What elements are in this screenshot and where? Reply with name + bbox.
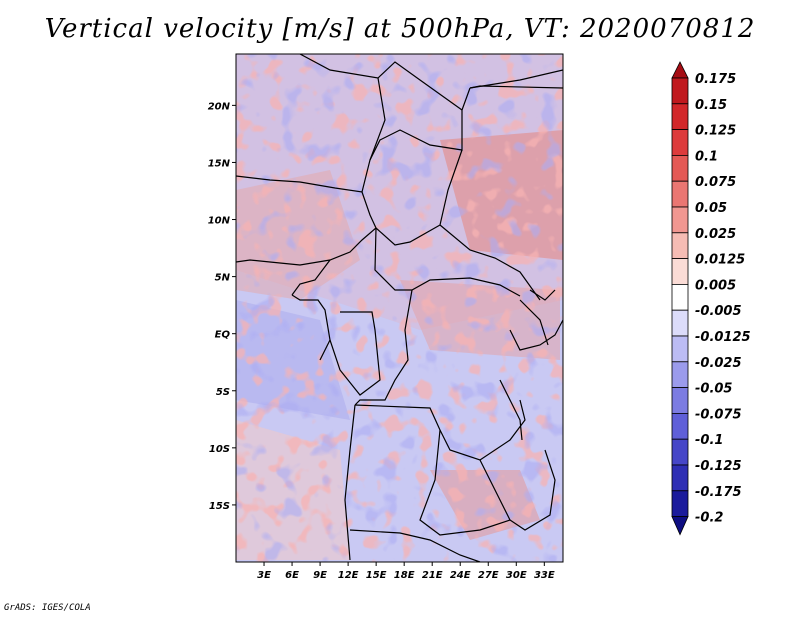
- colorbar-swatch: [671, 464, 689, 492]
- velocity-field: [236, 54, 563, 562]
- colorbar-swatch: [671, 309, 689, 337]
- colorbar-top-arrow: [671, 61, 689, 79]
- colorbar-label: 0.075: [695, 175, 736, 190]
- colorbar-label: -0.175: [695, 485, 742, 500]
- colorbar-label: -0.005: [695, 304, 742, 319]
- colorbar-swatch: [671, 283, 689, 311]
- colorbar-label: -0.0125: [695, 330, 751, 345]
- colorbar-swatch: [671, 387, 689, 414]
- colorbar-swatch: [671, 154, 689, 182]
- x-tick-label: 27E: [478, 570, 499, 581]
- colorbar-label: -0.125: [695, 459, 742, 474]
- colorbar-label: -0.05: [695, 382, 732, 397]
- x-tick-label: 9E: [313, 570, 327, 581]
- colorbar-swatch: [671, 77, 689, 105]
- colorbar-swatch: [671, 412, 689, 440]
- x-tick-label: 3E: [257, 570, 271, 581]
- colorbar-label: 0.025: [695, 227, 736, 242]
- colorbar-swatch: [671, 335, 689, 363]
- colorbar-label: 0.125: [695, 124, 736, 139]
- y-tick-label: 5N: [215, 273, 231, 284]
- colorbar-label: 0.175: [695, 72, 736, 87]
- x-tick-label: 21E: [422, 570, 443, 581]
- colorbar-swatch: [671, 180, 689, 208]
- y-tick-label: EQ: [215, 330, 231, 341]
- colorbar-label: 0.005: [695, 278, 736, 293]
- plot-frame: [235, 53, 564, 563]
- colorbar-label: -0.1: [695, 433, 723, 448]
- colorbar-label: 0.05: [695, 201, 727, 216]
- x-tick-label: 33E: [534, 570, 555, 581]
- x-tick-label: 12E: [338, 570, 359, 581]
- colorbar-label: -0.075: [695, 407, 742, 422]
- y-tick-label: 5S: [216, 387, 230, 398]
- colorbar-swatch: [671, 129, 689, 156]
- colorbar-swatch: [671, 438, 689, 466]
- colorbar-swatch: [671, 258, 689, 285]
- colorbar-swatch: [671, 206, 689, 234]
- colorbar-swatch: [671, 361, 689, 388]
- x-tick-label: 18E: [394, 570, 415, 581]
- x-tick-label: 30E: [506, 570, 527, 581]
- colorbar-swatch: [671, 232, 689, 260]
- x-tick-label: 6E: [285, 570, 299, 581]
- x-tick-label: 15E: [366, 570, 387, 581]
- chart-title: Vertical velocity [m/s] at 500hPa, VT: 2…: [44, 14, 756, 44]
- colorbar-swatch: [671, 103, 689, 131]
- x-tick-label: 24E: [450, 570, 471, 581]
- y-tick-label: 10S: [209, 444, 230, 455]
- y-tick-label: 15S: [209, 501, 230, 512]
- colorbar-swatch: [671, 490, 689, 517]
- y-tick-label: 15N: [208, 158, 231, 169]
- colorbar-label: 0.0125: [695, 253, 745, 268]
- colorbar-label: 0.15: [695, 98, 727, 113]
- colorbar-bottom-arrow: [671, 516, 689, 536]
- colorbar-label: -0.025: [695, 356, 742, 371]
- footer-credit: GrADS: IGES/COLA: [4, 603, 91, 613]
- y-tick-label: 20N: [208, 101, 231, 112]
- colorbar-label: -0.2: [695, 511, 723, 526]
- colorbar-label: 0.1: [695, 149, 718, 164]
- y-tick-label: 10N: [208, 216, 231, 227]
